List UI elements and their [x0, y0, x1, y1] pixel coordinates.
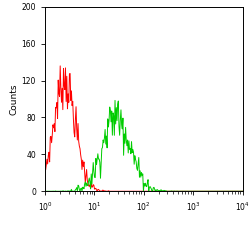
Y-axis label: Counts: Counts — [10, 83, 19, 115]
